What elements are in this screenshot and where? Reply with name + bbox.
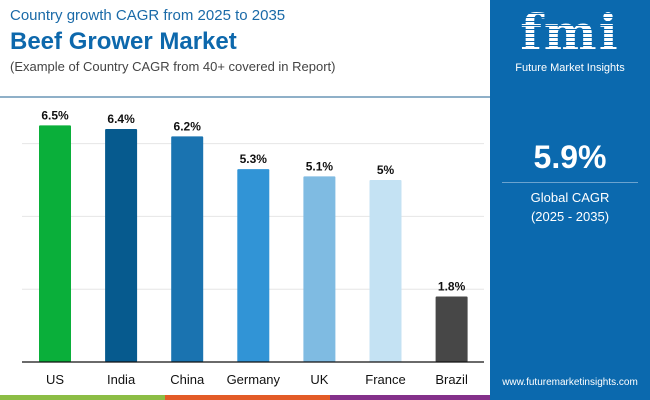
divider [0, 96, 490, 98]
data-label: 6.5% [41, 108, 69, 122]
stripe-green [0, 395, 165, 400]
x-tick-label: US [46, 372, 64, 387]
divider [502, 182, 638, 183]
global-cagr-value: 5.9% [533, 139, 607, 175]
bar-india [105, 129, 138, 362]
bar-china [171, 136, 204, 362]
global-cagr-period: (2025 - 2035) [530, 209, 610, 224]
bar-us [39, 125, 71, 363]
data-label: 1.8% [438, 279, 466, 293]
x-tick-label: China [170, 372, 205, 387]
logo-name: Future Market Insights [515, 62, 625, 74]
global-cagr-title: Global CAGR [530, 190, 610, 205]
fmi-logo: fmi Future Market Insights [490, 6, 650, 75]
stripe-purple [330, 395, 490, 400]
bar-france [369, 180, 402, 362]
data-label: 6.4% [107, 112, 135, 126]
bar-chart: 6.5% US 6.4% India 6.2% China 5.3% Germany 5.1% U… [22, 108, 484, 387]
bar-uk [303, 176, 336, 362]
data-label: 6.2% [174, 119, 202, 133]
side-panel: fmi Future Market Insights 5.9% Global C… [490, 0, 650, 400]
data-label: 5% [377, 163, 395, 177]
data-label: 5.3% [240, 152, 268, 166]
x-tick-label: France [365, 372, 405, 387]
x-tick-label: India [107, 372, 136, 387]
x-tick-label: Germany [227, 372, 281, 387]
data-label: 5.1% [306, 159, 334, 173]
bar-germany [237, 169, 270, 362]
logo-mark: fmi [490, 6, 650, 60]
stripe-orange [165, 395, 330, 400]
chart-note: (Example of Country CAGR from 40+ covere… [10, 59, 336, 74]
x-tick-label: UK [310, 372, 328, 387]
x-tick-label: Brazil [435, 372, 468, 387]
bar-brazil [435, 296, 468, 362]
chart-subtitle: Country growth CAGR from 2025 to 2035 [10, 7, 286, 24]
global-cagr-label: Global CAGR (2025 - 2035) [490, 188, 650, 226]
chart-title: Beef Grower Market [10, 28, 237, 55]
website-link[interactable]: www.futuremarketinsights.com [502, 377, 638, 388]
